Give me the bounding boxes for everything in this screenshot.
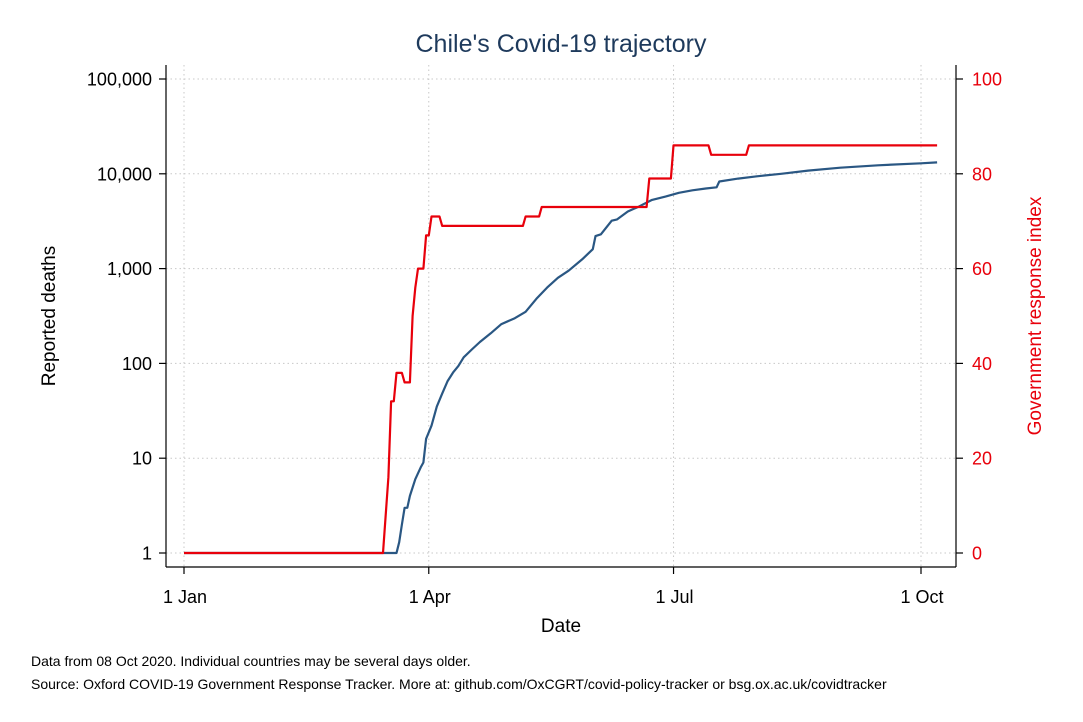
x-ticks: 1 Jan 1 Apr 1 Jul 1 Oct bbox=[163, 567, 944, 607]
series-line-reported-deaths bbox=[184, 161, 938, 555]
x-tick-label: 1 Jul bbox=[656, 587, 694, 607]
y-left-tick-label: 100 bbox=[122, 354, 152, 374]
chart-title: Chile's Covid-19 trajectory bbox=[416, 30, 707, 58]
y-left-tick-label: 100,000 bbox=[87, 70, 152, 90]
x-tick-label: 1 Jan bbox=[163, 587, 207, 607]
x-tick-label: 1 Apr bbox=[409, 587, 451, 607]
footnote-data-date: Data from 08 Oct 2020. Individual countr… bbox=[31, 653, 471, 669]
y-axis-left-label: Reported deaths bbox=[39, 246, 60, 387]
grid bbox=[166, 65, 956, 567]
series-line-government-response-index bbox=[184, 144, 938, 555]
plot-frame bbox=[166, 65, 956, 567]
series-group bbox=[184, 144, 938, 555]
x-tick-label: 1 Oct bbox=[900, 587, 943, 607]
y-right-tick-label: 80 bbox=[972, 164, 992, 184]
y-left-tick-label: 1 bbox=[142, 544, 152, 564]
y-right-tick-label: 20 bbox=[972, 449, 992, 469]
y-right-tick-label: 40 bbox=[972, 354, 992, 374]
y-right-tick-label: 0 bbox=[972, 544, 982, 564]
y-left-tick-label: 10,000 bbox=[97, 164, 152, 184]
footnote-source: Source: Oxford COVID-19 Government Respo… bbox=[31, 676, 887, 692]
y-right-tick-label: 100 bbox=[972, 70, 1002, 90]
y-left-ticks: 1 10 100 1,000 10,000 100,000 bbox=[87, 70, 166, 564]
x-axis-label: Date bbox=[541, 616, 581, 637]
y-axis-right-label: Government response index bbox=[1025, 196, 1046, 435]
y-left-tick-label: 1,000 bbox=[107, 259, 152, 279]
y-right-ticks: 0 20 40 60 80 100 bbox=[956, 70, 1002, 564]
y-right-tick-label: 60 bbox=[972, 259, 992, 279]
y-left-tick-label: 10 bbox=[132, 449, 152, 469]
